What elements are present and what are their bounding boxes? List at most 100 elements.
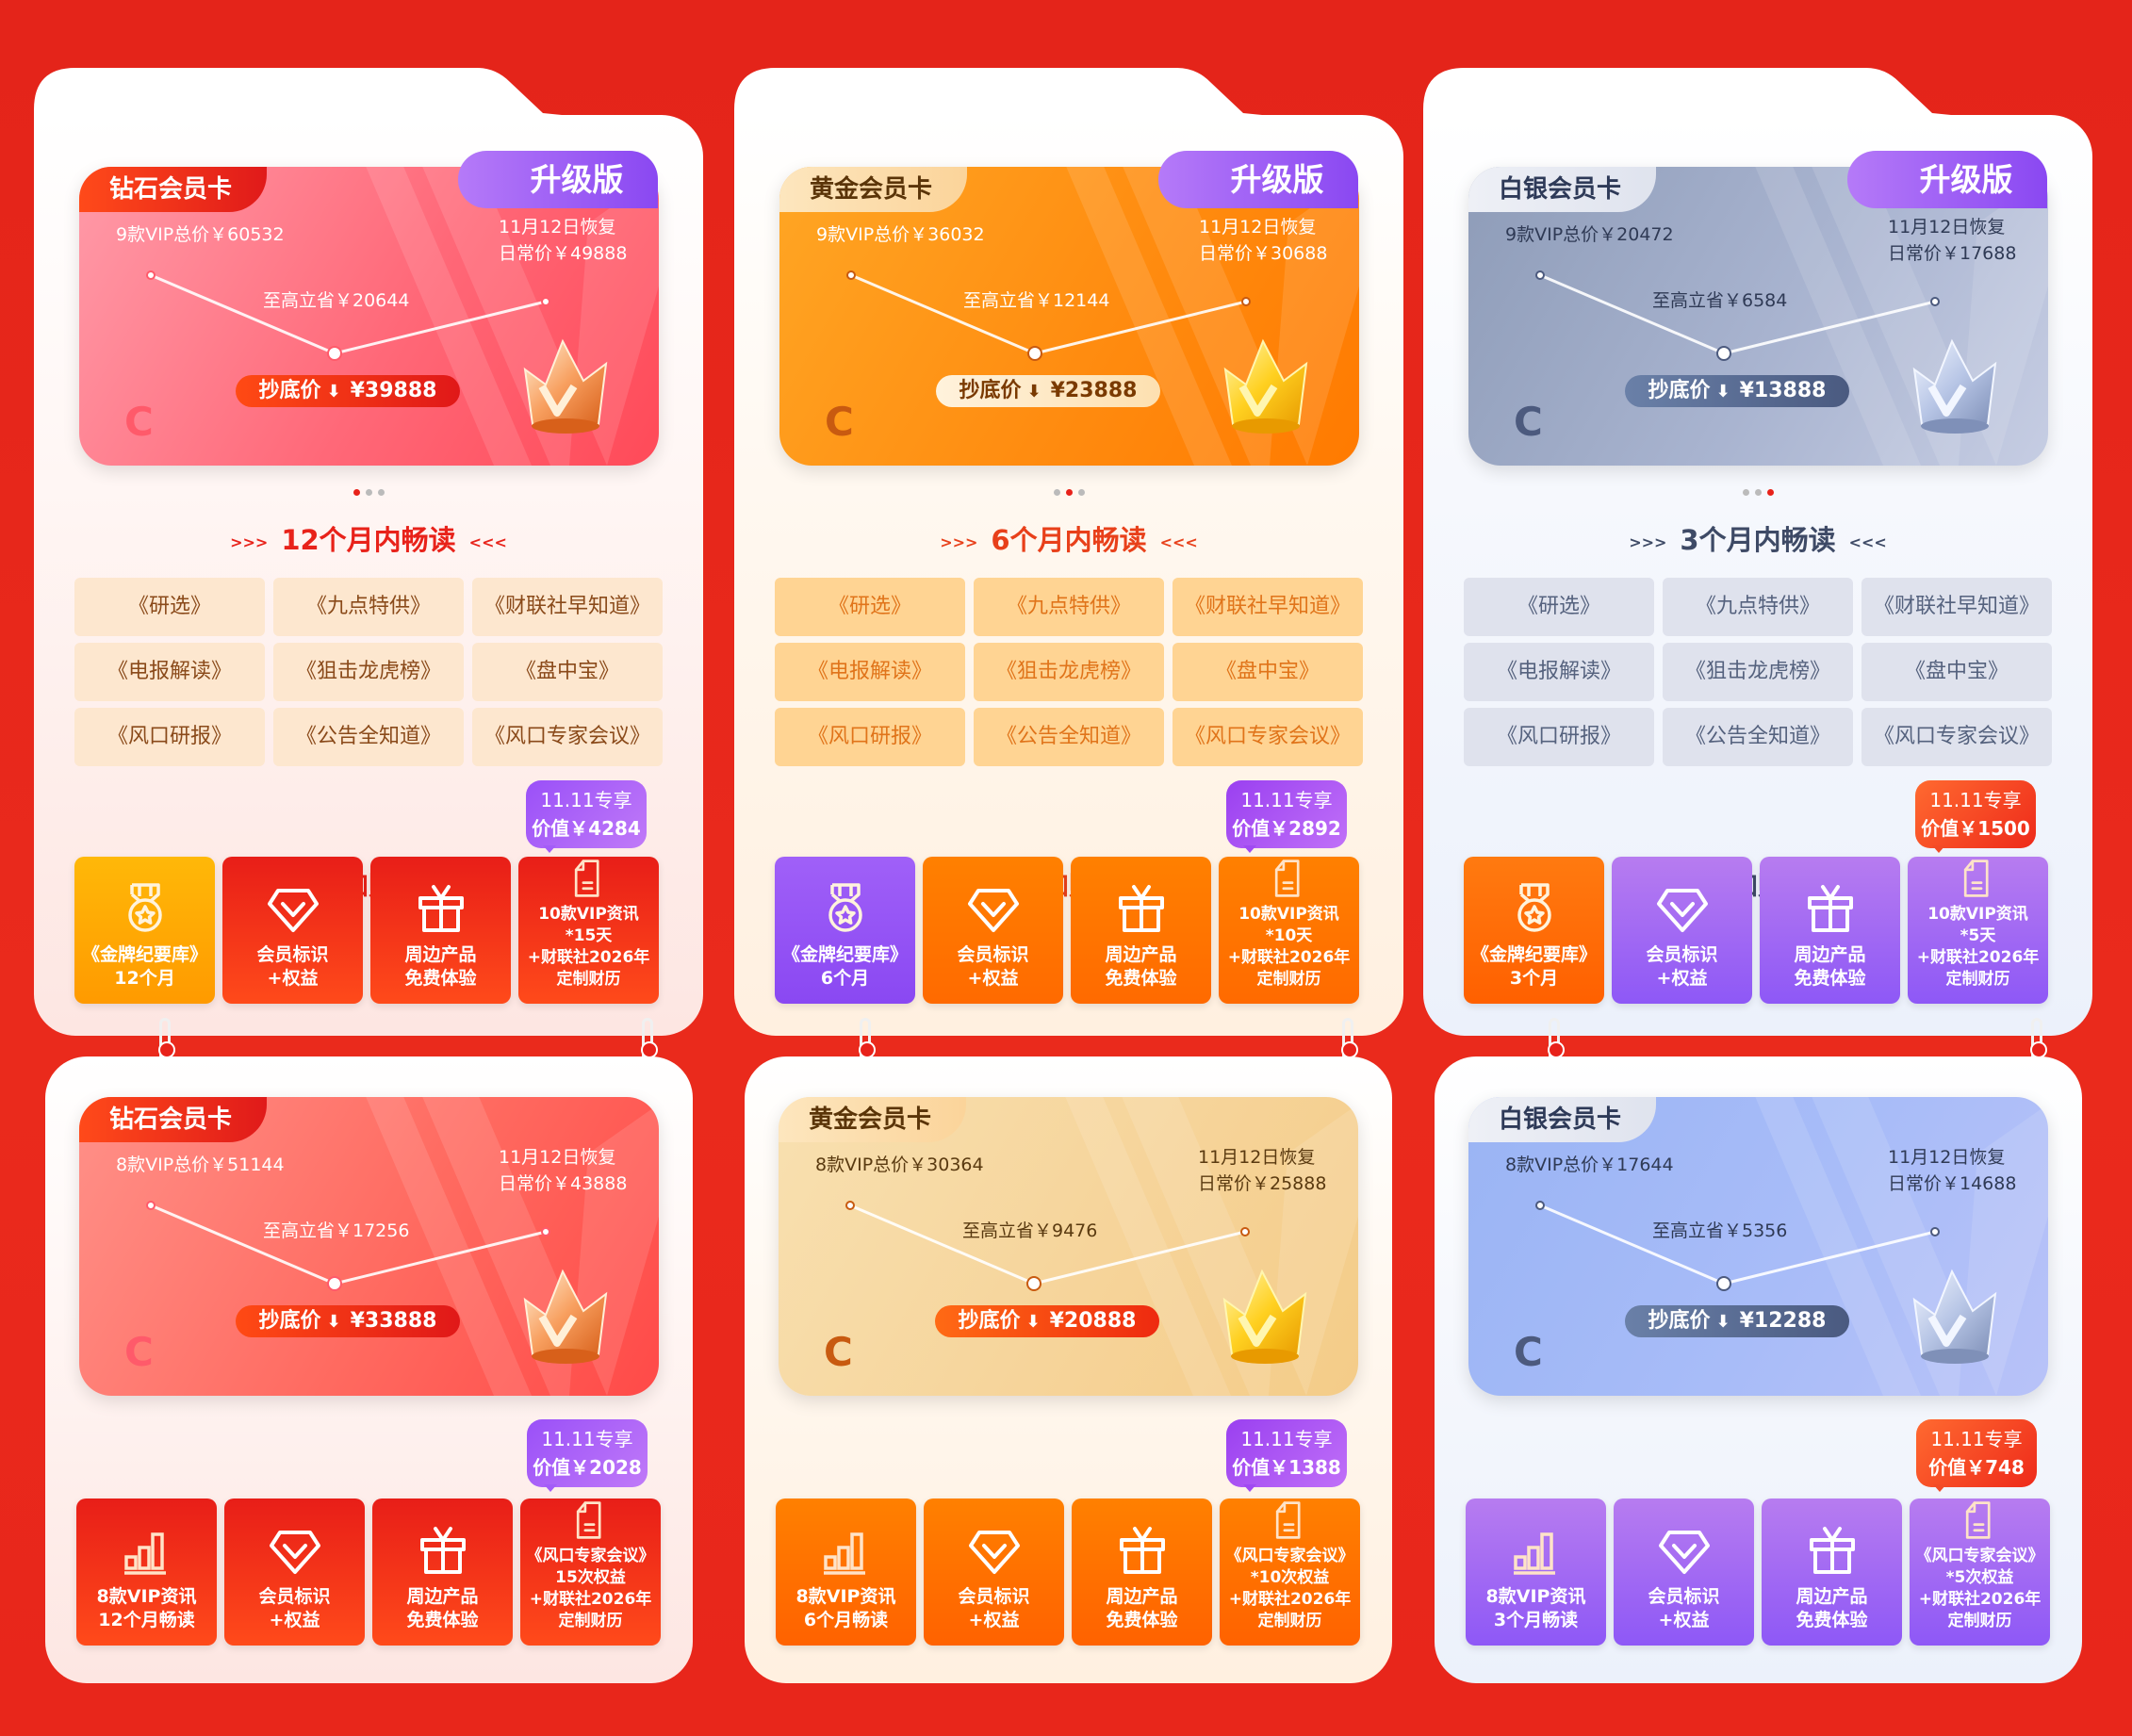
top-panel-diamond: 钻石会员卡 9款VIP总价￥60532 至高立省￥20644 11月12日恢复 日常价￥…: [34, 68, 703, 1036]
carousel-dot[interactable]: [1053, 489, 1060, 496]
carousel-dot[interactable]: [353, 489, 360, 496]
carousel-dot[interactable]: [1065, 489, 1073, 496]
content-item[interactable]: 《九点特供》: [1663, 578, 1853, 636]
gift-tile[interactable]: 会员标识 +权益: [924, 1499, 1064, 1646]
content-item[interactable]: 《电报解读》: [74, 643, 265, 701]
carousel-dots[interactable]: [1423, 489, 2092, 496]
floor-price-pill: 抄底价 ⬇ ¥23888: [936, 375, 1160, 407]
content-item[interactable]: 《风口研报》: [1464, 708, 1654, 766]
gift-tile[interactable]: 会员标识 +权益: [224, 1499, 365, 1646]
content-item[interactable]: 《研选》: [1464, 578, 1654, 636]
content-item[interactable]: 《风口专家会议》: [472, 708, 663, 766]
carousel-dots[interactable]: [34, 489, 703, 496]
content-item[interactable]: 《盘中宝》: [472, 643, 663, 701]
content-item[interactable]: 《财联社早知道》: [472, 578, 663, 636]
upgrade-badge[interactable]: 升级版: [1158, 151, 1358, 208]
content-item[interactable]: 《风口专家会议》: [1861, 708, 2052, 766]
gift-tile[interactable]: 会员标识 +权益: [1612, 857, 1752, 1004]
gift-tile[interactable]: 会员标识 +权益: [222, 857, 363, 1004]
gift-tile[interactable]: 会员标识 +权益: [923, 857, 1063, 1004]
content-item[interactable]: 《风口研报》: [775, 708, 965, 766]
carousel-dot[interactable]: [1766, 489, 1774, 496]
max-saving-label: 至高立省￥12144: [963, 290, 1110, 311]
gift-tile[interactable]: 《风口专家会议》 *10次权益 +财联社2026年 定制财历: [1220, 1499, 1360, 1646]
content-item[interactable]: 《风口专家会议》: [1173, 708, 1363, 766]
arrow-left-decoration: >>>: [230, 532, 269, 551]
price-trend-line: [146, 1201, 550, 1291]
gift-text-line: 定制财历: [1945, 970, 2010, 989]
gift-text-line: 免费体验: [1794, 968, 1866, 989]
gift-tile[interactable]: 8款VIP资讯 3个月畅读: [1466, 1499, 1606, 1646]
membership-card-alt[interactable]: 钻石会员卡 8款VIP总价￥51144 至高立省￥17256 11月12日恢复 日常价￥…: [79, 1097, 659, 1396]
gift-tile[interactable]: 周边产品 免费体验: [370, 857, 511, 1004]
bottom-panel-gold: 黄金会员卡 8款VIP总价￥30364 至高立省￥9476 11月12日恢复 日常价￥2…: [745, 1056, 1392, 1683]
content-item[interactable]: 《公告全知道》: [1663, 708, 1853, 766]
regular-price-label: 日常价￥30688: [1199, 243, 1328, 264]
content-item[interactable]: 《盘中宝》: [1861, 643, 2052, 701]
max-saving-label: 至高立省￥9476: [962, 1220, 1098, 1241]
value-bubble: 11.11专享 价值￥1388: [1226, 1419, 1347, 1492]
carousel-dot[interactable]: [365, 489, 372, 496]
gift-tile[interactable]: 8款VIP资讯 6个月畅读: [776, 1499, 916, 1646]
content-item[interactable]: 《财联社早知道》: [1173, 578, 1363, 636]
content-item[interactable]: 《狙击龙虎榜》: [273, 643, 464, 701]
membership-card-alt[interactable]: 黄金会员卡 8款VIP总价￥30364 至高立省￥9476 11月12日恢复 日常价￥2…: [779, 1097, 1358, 1396]
bubble-value: 价值￥2028: [533, 1456, 642, 1479]
content-item[interactable]: 《电报解读》: [1464, 643, 1654, 701]
gift-tile[interactable]: 《风口专家会议》 15次权益 +财联社2026年 定制财历: [520, 1499, 661, 1646]
heading-text: 3个月内畅读: [1680, 524, 1836, 556]
gift-tile[interactable]: 周边产品 免费体验: [1071, 857, 1211, 1004]
gift-tile[interactable]: 周边产品 免费体验: [372, 1499, 513, 1646]
content-item[interactable]: 《风口研报》: [74, 708, 265, 766]
gift-tile[interactable]: 周边产品 免费体验: [1760, 857, 1900, 1004]
membership-card[interactable]: 白银会员卡 9款VIP总价￥20472 至高立省￥6584 11月12日恢复 日常价￥1…: [1468, 167, 2048, 466]
gift-tile[interactable]: 会员标识 +权益: [1614, 1499, 1754, 1646]
gift-text-line: +权益: [1656, 968, 1708, 989]
read-period-heading: >>> 12个月内畅读 <<<: [34, 518, 703, 558]
gift-tile[interactable]: 周边产品 免费体验: [1762, 1499, 1902, 1646]
gift-tile[interactable]: 《金牌纪要库》 6个月: [775, 857, 915, 1004]
content-item[interactable]: 《狙击龙虎榜》: [974, 643, 1164, 701]
content-item[interactable]: 《电报解读》: [775, 643, 965, 701]
gift-text-line: 8款VIP资讯: [1485, 1586, 1586, 1607]
gift-tile[interactable]: 《金牌纪要库》 12个月: [74, 857, 215, 1004]
membership-card[interactable]: 黄金会员卡 9款VIP总价￥36032 至高立省￥12144 11月12日恢复 日常价￥…: [779, 167, 1359, 466]
gift-text-line: 会员标识: [258, 1586, 331, 1607]
content-grid: 《研选》 《九点特供》 《财联社早知道》《电报解读》 《狙击龙虎榜》 《盘中宝》《风口研…: [1464, 578, 2052, 766]
carousel-dot[interactable]: [1077, 489, 1085, 496]
bubble-value: 价值￥1500: [1921, 817, 2030, 840]
gift-tile[interactable]: 10款VIP资讯 *10天 +财联社2026年 定制财历: [1219, 857, 1359, 1004]
upgrade-badge[interactable]: 升级版: [458, 151, 658, 208]
carousel-dots[interactable]: [734, 489, 1403, 496]
gift-tile[interactable]: 10款VIP资讯 *5天 +财联社2026年 定制财历: [1908, 857, 2048, 1004]
content-item[interactable]: 《狙击龙虎榜》: [1663, 643, 1853, 701]
membership-card-alt[interactable]: 白银会员卡 8款VIP总价￥17644 至高立省￥5356 11月12日恢复 日常价￥1…: [1468, 1097, 2048, 1396]
floor-price-label: 抄底价: [258, 379, 321, 402]
content-item[interactable]: 《九点特供》: [974, 578, 1164, 636]
upgrade-badge[interactable]: 升级版: [1847, 151, 2047, 208]
content-item[interactable]: 《盘中宝》: [1173, 643, 1363, 701]
restore-date-label: 11月12日恢复: [1888, 1147, 2006, 1168]
gift-tile[interactable]: 《金牌纪要库》 3个月: [1464, 857, 1604, 1004]
gift-tile[interactable]: 10款VIP资讯 *15天 +财联社2026年 定制财历: [518, 857, 659, 1004]
gift-tile[interactable]: 周边产品 免费体验: [1072, 1499, 1212, 1646]
gift-text-line: 免费体验: [406, 1610, 479, 1630]
bubble-value: 价值￥748: [1928, 1456, 2025, 1479]
content-item[interactable]: 《九点特供》: [273, 578, 464, 636]
content-item[interactable]: 《研选》: [74, 578, 265, 636]
restore-date-label: 11月12日恢复: [1198, 1147, 1316, 1168]
carousel-dot[interactable]: [1742, 489, 1749, 496]
carousel-dot[interactable]: [1754, 489, 1762, 496]
content-item[interactable]: 《财联社早知道》: [1861, 578, 2052, 636]
floor-price-pill: 抄底价 ⬇ ¥12288: [1625, 1305, 1849, 1337]
card-title: 钻石会员卡: [79, 1097, 267, 1142]
content-item[interactable]: 《研选》: [775, 578, 965, 636]
content-item[interactable]: 《公告全知道》: [974, 708, 1164, 766]
regular-price-label: 日常价￥25888: [1198, 1173, 1327, 1194]
gift-tile[interactable]: 《风口专家会议》 *5次权益 +财联社2026年 定制财历: [1910, 1499, 2050, 1646]
membership-card[interactable]: 钻石会员卡 9款VIP总价￥60532 至高立省￥20644 11月12日恢复 日常价￥…: [79, 167, 659, 466]
content-item[interactable]: 《公告全知道》: [273, 708, 464, 766]
total-price-label: 8款VIP总价￥51144: [116, 1155, 285, 1175]
carousel-dot[interactable]: [377, 489, 385, 496]
gift-tile[interactable]: 8款VIP资讯 12个月畅读: [76, 1499, 217, 1646]
